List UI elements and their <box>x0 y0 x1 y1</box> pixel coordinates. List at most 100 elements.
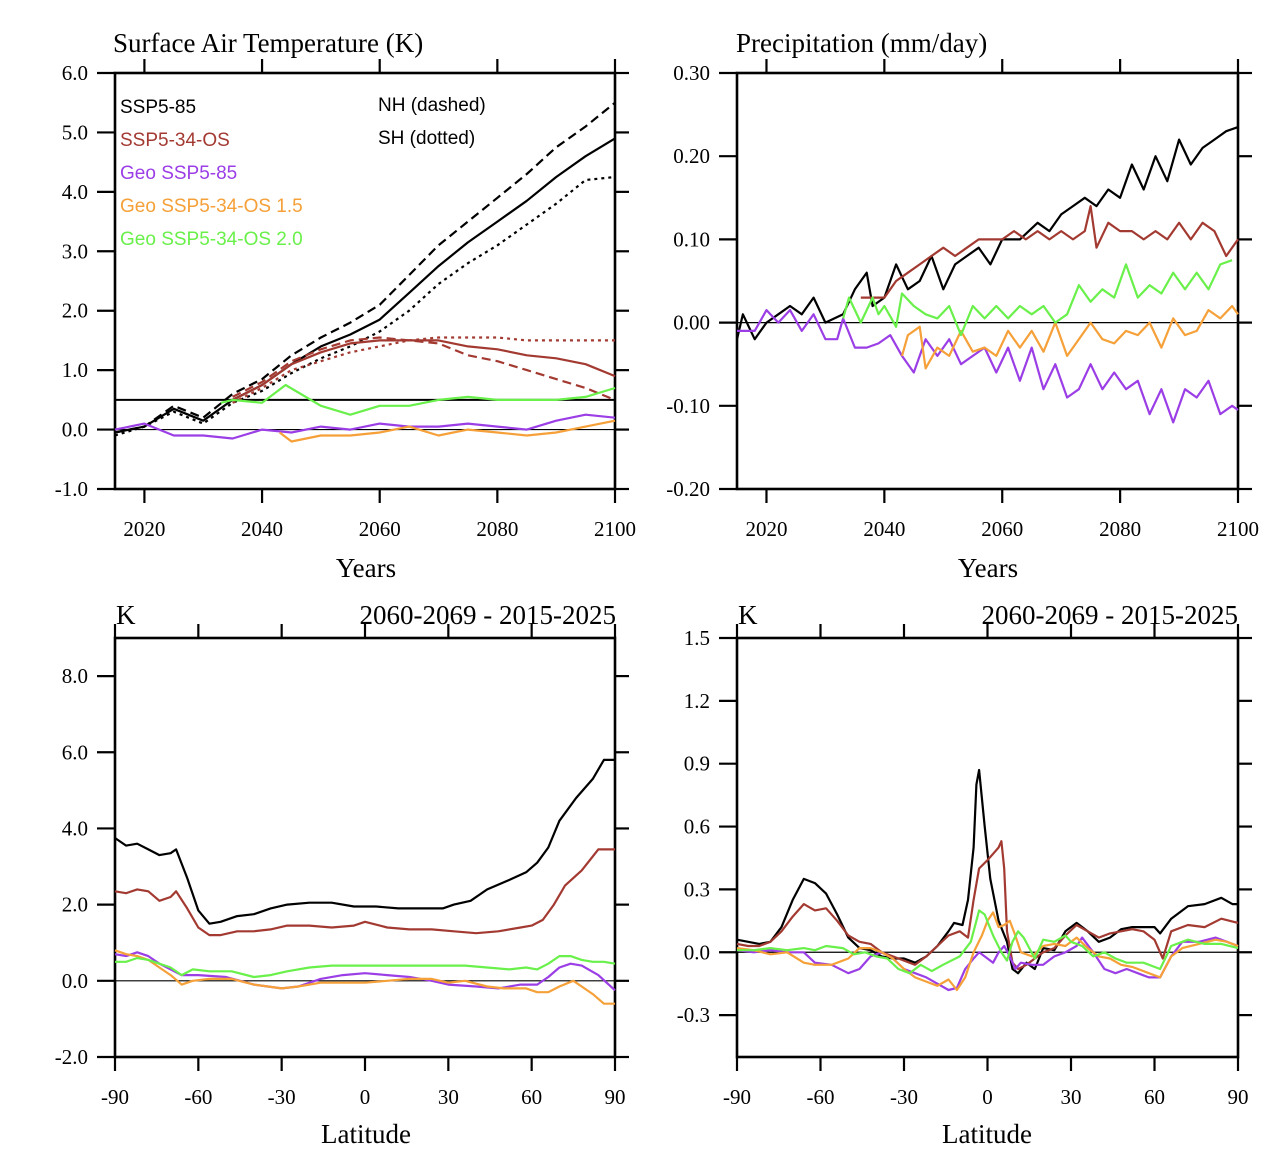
y-tick-label: 1.5 <box>684 626 710 650</box>
panel-title-right: 2060-2069 - 2015-2025 <box>360 600 616 630</box>
x-tick-label: -60 <box>184 1085 212 1109</box>
y-tick-label: -1.0 <box>55 477 88 501</box>
y-tick-label: 6.0 <box>62 61 88 85</box>
x-tick-label: -30 <box>268 1085 296 1109</box>
panel-precipitation-timeseries: Precipitation (mm/day) Years 2020 2040 206… <box>666 28 1259 583</box>
series-line-geo-ssp5-34-os-2-0 <box>115 954 616 979</box>
y-tick-label: 4.0 <box>62 180 88 204</box>
plot-frame <box>735 71 1240 491</box>
y-tick-label: -2.0 <box>55 1045 88 1069</box>
series-line-ssp5-34-os-sh <box>232 336 615 404</box>
legend: SSP5-85 SSP5-34-OS Geo SSP5-85 Geo SSP5-… <box>120 95 486 250</box>
legend-entry-geo-ssp534os-20: Geo SSP5-34-OS 2.0 <box>120 229 303 250</box>
x-tick-label: 2040 <box>863 517 905 541</box>
series-line-ssp5-85 <box>114 758 615 925</box>
series-line-geo-ssp5-85 <box>737 309 1239 424</box>
y-tick-label: 0.0 <box>684 940 710 964</box>
series-line-geo-ssp5-34-os-2-0 <box>842 259 1233 337</box>
series-line-ssp5-85 <box>735 126 1239 341</box>
x-tick-label: 60 <box>521 1085 542 1109</box>
legend-note-nh: NH (dashed) <box>378 95 486 116</box>
y-tick-label: -0.10 <box>666 394 710 418</box>
x-tick-label: 60 <box>1144 1085 1165 1109</box>
y-tick-label: 5.0 <box>62 120 88 144</box>
legend-entry-ssp534os: SSP5-34-OS <box>120 130 230 151</box>
y-tick-label: 0.10 <box>673 227 710 251</box>
x-tick-label: 2020 <box>123 517 165 541</box>
x-tick-label: -60 <box>807 1085 835 1109</box>
legend-entry-ssp585: SSP5-85 <box>120 97 196 118</box>
panel-title-left: K <box>738 600 758 630</box>
legend-entry-geo-ssp585: Geo SSP5-85 <box>120 163 237 184</box>
plot-frame <box>113 636 617 1059</box>
series-line-geo-ssp5-85 <box>736 936 1239 992</box>
y-tick-label: 4.0 <box>62 816 88 840</box>
series-line-geo-ssp5-34-os-2-0 <box>737 909 1239 975</box>
series-line-ssp5-34-os <box>736 840 1239 971</box>
series-line-ssp5-85 <box>736 768 1238 975</box>
series-line-ssp5-85-sh <box>114 175 616 437</box>
y-tick-label: -0.3 <box>677 1003 710 1027</box>
x-tick-label: -30 <box>890 1085 918 1109</box>
series-line-ssp5-85-nh <box>114 101 616 434</box>
series-line-ssp5-34-os <box>232 339 616 401</box>
y-tick-label: 0.9 <box>684 752 710 776</box>
y-tick-label: 1.0 <box>62 358 88 382</box>
x-tick-label: 2060 <box>359 517 401 541</box>
series-line-ssp5-34-os <box>860 205 1239 299</box>
y-tick-label: 0.20 <box>673 144 710 168</box>
y-tick-label: 0.0 <box>62 969 88 993</box>
x-tick-label: 2100 <box>594 517 636 541</box>
panel-title: Precipitation (mm/day) <box>736 28 987 58</box>
y-tick-label: 6.0 <box>62 740 88 764</box>
y-tick-label: 3.0 <box>62 239 88 263</box>
panel-title: Surface Air Temperature (K) <box>113 28 423 58</box>
y-tick-label: 2.0 <box>62 893 88 917</box>
x-tick-label: 0 <box>360 1085 371 1109</box>
x-tick-label: 30 <box>438 1085 459 1109</box>
series-line-geo-ssp5-34-os-1-5 <box>900 304 1239 370</box>
series-line-ssp5-85 <box>114 137 616 434</box>
x-tick-label: 2100 <box>1217 517 1259 541</box>
panel-temperature-zonal: K 2060-2069 - 2015-2025 Latitude -90 -60 -… <box>55 600 629 1149</box>
y-tick-label: 0.00 <box>673 311 710 335</box>
panel-temperature-timeseries: Surface Air Temperature (K) Years SSP5-8… <box>55 28 636 583</box>
y-tick-label: 1.2 <box>684 689 710 713</box>
panel-title-right: 2060-2069 - 2015-2025 <box>982 600 1238 630</box>
y-tick-label: 0.30 <box>673 61 710 85</box>
x-tick-label: 2020 <box>745 517 787 541</box>
y-tick-label: 0.3 <box>684 877 710 901</box>
y-tick-label: 8.0 <box>62 664 88 688</box>
y-tick-label: 0.0 <box>62 418 88 442</box>
y-tick-label: 0.6 <box>684 815 710 839</box>
x-tick-label: 0 <box>982 1085 993 1109</box>
x-tick-label: 30 <box>1061 1085 1082 1109</box>
x-axis-label: Years <box>958 553 1018 583</box>
x-tick-label: 2060 <box>981 517 1023 541</box>
x-axis-label: Latitude <box>942 1119 1032 1149</box>
x-tick-label: 2040 <box>241 517 283 541</box>
legend-entry-geo-ssp534os-15: Geo SSP5-34-OS 1.5 <box>120 196 303 217</box>
y-tick-label: -0.20 <box>666 477 710 501</box>
series-line-ssp5-34-os-nh <box>232 336 616 401</box>
legend-note-sh: SH (dotted) <box>378 128 475 149</box>
plot-frame <box>113 71 617 491</box>
y-tick-label: 2.0 <box>62 299 88 323</box>
series-line-geo-ssp5-34-os-1-5 <box>279 419 616 443</box>
panel-precipitation-zonal: K 2060-2069 - 2015-2025 Latitude -90 -60 -… <box>677 600 1252 1149</box>
series-line-geo-ssp5-34-os-1-5 <box>114 949 615 1005</box>
x-tick-label: -90 <box>101 1085 129 1109</box>
panel-title-left: K <box>116 600 136 630</box>
series-line-geo-ssp5-85 <box>114 951 616 992</box>
x-tick-label: -90 <box>723 1085 751 1109</box>
x-tick-label: 2080 <box>476 517 518 541</box>
x-axis-label: Years <box>336 553 396 583</box>
x-tick-label: 90 <box>605 1085 626 1109</box>
x-axis-label: Latitude <box>321 1119 411 1149</box>
series-line-ssp5-34-os <box>114 848 615 937</box>
series-line-geo-ssp5-34-os-2-0 <box>220 383 616 416</box>
x-tick-label: 90 <box>1228 1085 1249 1109</box>
series-line-geo-ssp5-85 <box>114 413 616 440</box>
x-tick-label: 2080 <box>1099 517 1141 541</box>
